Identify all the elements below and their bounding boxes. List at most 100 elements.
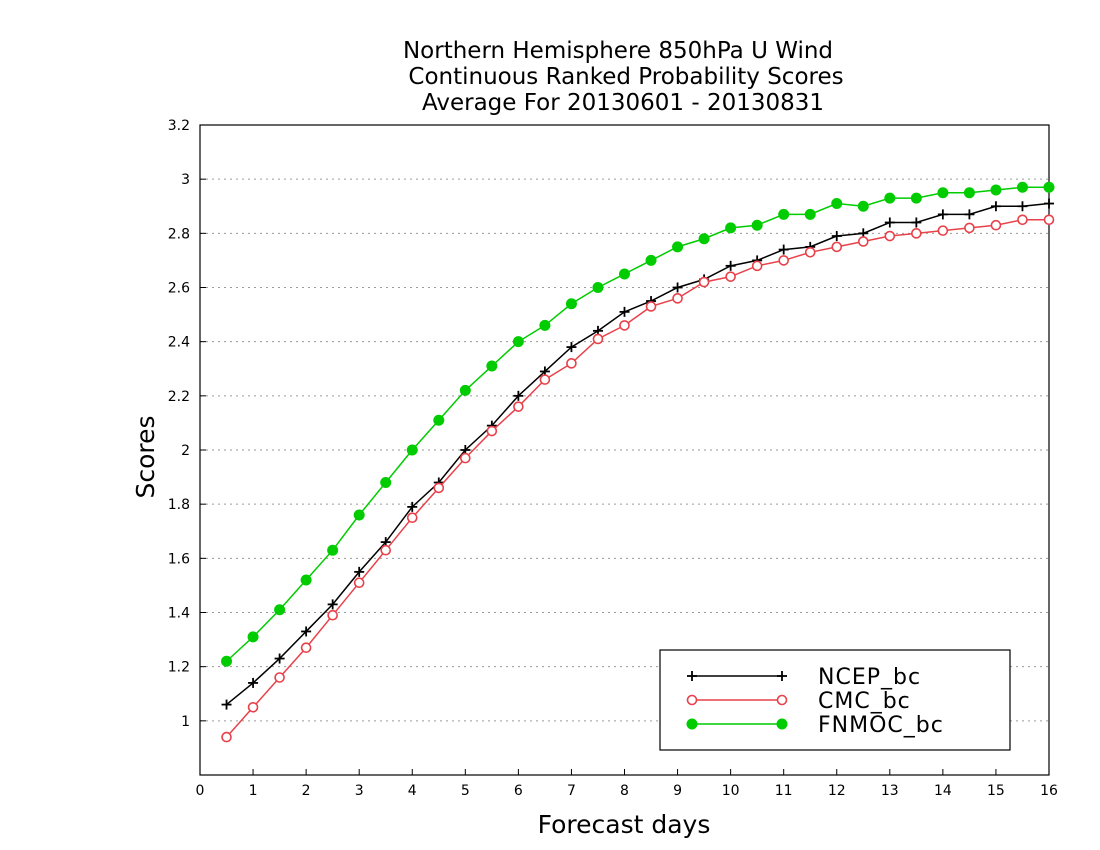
y-tick-label: 1.4 xyxy=(168,606,190,622)
x-tick-label: 14 xyxy=(934,783,952,799)
legend-label-cmc-bc: CMC_bc xyxy=(818,689,911,714)
data-point-cmc-bc xyxy=(804,246,816,258)
data-point-ncep-bc xyxy=(513,390,524,401)
data-point-fnmoc-bc xyxy=(884,192,896,204)
chart-title-line-1: Northern Hemisphere 850hPa U Wind xyxy=(403,38,833,64)
data-point-cmc-bc xyxy=(486,425,498,437)
data-point-fnmoc-bc xyxy=(459,384,471,396)
data-point-cmc-bc xyxy=(698,276,710,288)
x-tick-label: 5 xyxy=(461,783,470,799)
data-point-cmc-bc xyxy=(937,225,949,236)
data-point-cmc-bc xyxy=(645,301,657,312)
data-point-fnmoc-bc xyxy=(247,631,259,643)
data-point-cmc-bc xyxy=(778,255,789,266)
y-tick-label: 2.6 xyxy=(168,281,190,297)
legend-label-fnmoc-bc: FNMOC_bc xyxy=(818,713,944,738)
y-axis-title: Scores xyxy=(131,415,160,498)
data-point-ncep-bc xyxy=(327,599,338,610)
x-tick-label: 11 xyxy=(775,783,793,799)
series-line-ncep-bc xyxy=(226,202,1050,706)
data-point-cmc-bc xyxy=(406,512,418,524)
data-point-fnmoc-bc xyxy=(274,604,286,616)
legend-marker-cmc-bc xyxy=(776,694,788,706)
data-point-fnmoc-bc xyxy=(804,208,816,220)
data-point-fnmoc-bc xyxy=(990,184,1002,196)
legend-marker-ncep-bc xyxy=(777,671,787,681)
x-tick-label: 9 xyxy=(673,783,682,799)
data-point-fnmoc-bc xyxy=(672,241,684,253)
x-tick-label: 10 xyxy=(722,783,740,799)
data-point-fnmoc-bc xyxy=(937,187,949,199)
data-point-cmc-bc xyxy=(1043,214,1055,226)
data-point-fnmoc-bc xyxy=(910,192,922,204)
data-point-ncep-bc xyxy=(884,217,895,228)
data-point-cmc-bc xyxy=(911,228,922,239)
data-point-fnmoc-bc xyxy=(221,655,233,667)
series-ncep-bc xyxy=(221,198,1054,710)
x-tick-label: 15 xyxy=(987,783,1005,799)
data-point-cmc-bc xyxy=(274,672,285,683)
data-point-cmc-bc xyxy=(566,358,577,369)
data-point-cmc-bc xyxy=(990,219,1002,231)
data-point-cmc-bc xyxy=(831,241,843,253)
data-point-fnmoc-bc xyxy=(619,268,630,280)
data-point-ncep-bc xyxy=(937,209,948,220)
data-point-fnmoc-bc xyxy=(406,444,418,456)
data-point-ncep-bc xyxy=(221,699,232,710)
legend-marker-cmc-bc xyxy=(686,694,698,706)
data-point-ncep-bc xyxy=(672,282,683,293)
data-point-ncep-bc xyxy=(964,209,975,220)
data-point-ncep-bc xyxy=(725,260,736,271)
series-line-fnmoc-bc xyxy=(226,186,1049,662)
data-point-fnmoc-bc xyxy=(778,208,790,220)
y-tick-label: 2.8 xyxy=(168,226,190,242)
data-point-cmc-bc xyxy=(884,230,896,242)
data-point-ncep-bc xyxy=(407,501,418,512)
x-tick-label: 4 xyxy=(408,783,417,799)
y-tick-label: 1.6 xyxy=(168,551,190,567)
data-point-ncep-bc xyxy=(1044,198,1054,209)
x-axis-title: Forecast days xyxy=(538,810,711,839)
data-point-fnmoc-bc xyxy=(1043,181,1055,193)
legend-marker-fnmoc-bc xyxy=(776,718,788,730)
legend-marker-fnmoc-bc xyxy=(686,718,698,730)
y-tick-label: 1.8 xyxy=(168,497,190,513)
data-point-ncep-bc xyxy=(354,566,365,577)
data-point-fnmoc-bc xyxy=(1016,181,1028,193)
chart-title-line-3: Average For 20130601 - 20130831 xyxy=(422,90,824,116)
series-cmc-bc xyxy=(221,214,1055,743)
data-point-cmc-bc xyxy=(857,236,869,247)
data-point-ncep-bc xyxy=(566,342,577,353)
y-tick-label: 2.4 xyxy=(168,335,190,351)
x-tick-label: 3 xyxy=(355,783,364,799)
y-tick-label: 3.2 xyxy=(168,118,190,134)
data-point-fnmoc-bc xyxy=(857,200,869,212)
data-point-fnmoc-bc xyxy=(751,219,763,231)
data-point-ncep-bc xyxy=(248,677,259,688)
x-tick-label: 16 xyxy=(1040,783,1058,799)
data-point-ncep-bc xyxy=(274,653,285,664)
data-point-cmc-bc xyxy=(592,333,604,345)
y-tick-label: 2.2 xyxy=(168,389,190,405)
data-point-fnmoc-bc xyxy=(565,298,577,310)
x-tick-label: 12 xyxy=(828,783,846,799)
data-series xyxy=(221,181,1055,743)
legend-label-ncep-bc: NCEP_bc xyxy=(818,665,921,690)
data-point-fnmoc-bc xyxy=(698,233,710,245)
legend-entry-ncep-bc: NCEP_bc xyxy=(687,665,921,690)
data-point-fnmoc-bc xyxy=(327,544,339,556)
data-point-ncep-bc xyxy=(1017,201,1028,212)
series-fnmoc-bc xyxy=(221,181,1055,667)
data-point-fnmoc-bc xyxy=(300,574,312,586)
data-point-fnmoc-bc xyxy=(831,198,843,210)
gridlines xyxy=(200,124,1049,722)
data-point-cmc-bc xyxy=(327,609,338,621)
data-point-cmc-bc xyxy=(513,401,524,412)
data-point-fnmoc-bc xyxy=(433,414,445,426)
legend-entry-cmc-bc: CMC_bc xyxy=(686,689,911,714)
data-point-cmc-bc xyxy=(964,222,975,234)
data-point-cmc-bc xyxy=(1017,214,1028,226)
axis-ticks: 0 1 2 3 4 5 6 7 8 9 10 11 12 13 14 15 1611.21.41.61.822.… xyxy=(168,118,1058,799)
x-tick-label: 13 xyxy=(881,783,899,799)
